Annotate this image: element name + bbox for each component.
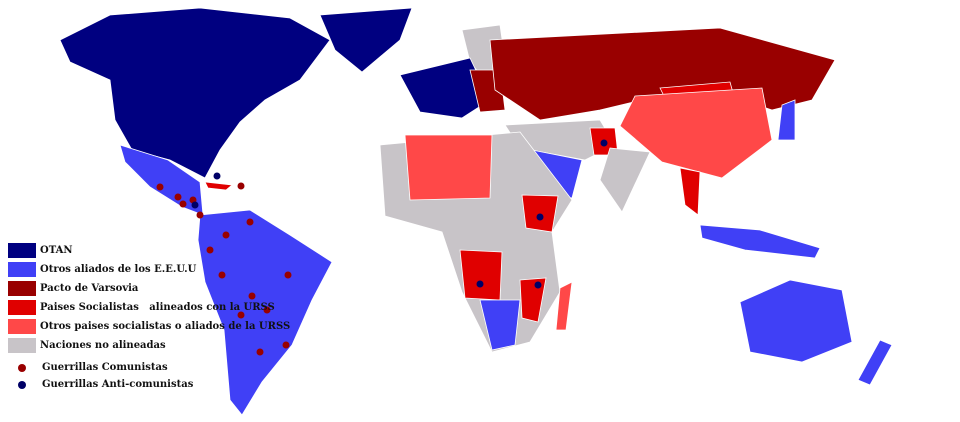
communist-guerrilla-marker [218, 271, 226, 279]
anticommunist-guerrilla-marker [600, 139, 608, 147]
region-cuba [204, 181, 233, 191]
region-greenland [319, 7, 413, 73]
anticommunist-guerrilla-marker [213, 172, 221, 180]
legend-label: Guerrillas Anti-comunistas [42, 379, 194, 390]
legend-label: Otros aliados de los E.E.U.U [40, 264, 197, 275]
anticommunist-guerrilla-marker [534, 281, 542, 289]
legend-marker-anticommunist: Guerrillas Anti-comunistas [8, 376, 290, 393]
communist-guerrilla-marker [222, 231, 230, 239]
anticommunist-guerrilla-marker [536, 213, 544, 221]
region-india [599, 147, 651, 213]
communist-guerrilla-marker [246, 218, 254, 226]
region-indochina [679, 167, 701, 216]
region-new-zealand [857, 339, 893, 386]
communist-guerrilla-marker [237, 182, 245, 190]
legend: OTAN Otros aliados de los E.E.U.U Pacto … [8, 241, 290, 393]
communist-guerrilla-marker [282, 341, 290, 349]
legend-swatch [8, 319, 36, 334]
legend-item-warsaw-pact: Pacto de Varsovia [8, 279, 290, 298]
communist-guerrilla-marker [256, 348, 264, 356]
communist-guerrilla-marker [174, 193, 182, 201]
region-western-europe [399, 57, 491, 119]
region-indonesia [699, 224, 821, 259]
legend-item-otan: OTAN [8, 241, 290, 260]
region-japan [777, 99, 796, 141]
anticommunist-guerrilla-marker [476, 280, 484, 288]
communist-guerrilla-marker [156, 183, 164, 191]
region-north-africa-left [404, 134, 493, 201]
legend-label: Otros paises socialistas o aliados de la… [40, 321, 291, 332]
region-angola [459, 249, 503, 301]
legend-swatch [8, 281, 36, 296]
legend-label: Pacto de Varsovia [40, 283, 139, 294]
region-southern-africa [479, 299, 521, 351]
communist-guerrilla-marker [284, 271, 292, 279]
legend-swatch [8, 243, 36, 258]
legend-marker-communist: Guerrillas Comunistas [8, 359, 290, 376]
legend-label: Naciones no alineadas [40, 340, 166, 351]
anticommunist-guerrilla-marker [191, 201, 199, 209]
region-china [619, 87, 773, 179]
legend-swatch [8, 300, 36, 315]
legend-label: Paises Socialistas alineados con la URSS [40, 302, 275, 313]
legend-item-non-aligned: Naciones no alineadas [8, 336, 290, 355]
communist-guerrilla-marker [248, 292, 256, 300]
legend-swatch [8, 262, 36, 277]
communist-guerrilla-marker [237, 311, 245, 319]
communist-guerrilla-marker [179, 200, 187, 208]
region-australia [739, 279, 853, 363]
blue-dot-icon [18, 380, 26, 389]
legend-item-socialist-aligned: Paises Socialistas alineados con la URSS [8, 298, 290, 317]
legend-swatch [8, 338, 36, 353]
region-central-america [119, 144, 204, 216]
red-dot-icon [18, 363, 26, 372]
communist-guerrilla-marker [263, 306, 271, 314]
legend-label: OTAN [40, 245, 73, 256]
region-mozambique [519, 277, 547, 323]
legend-item-other-socialist: Otros paises socialistas o aliados de la… [8, 317, 290, 336]
communist-guerrilla-marker [206, 246, 214, 254]
legend-label: Guerrillas Comunistas [42, 362, 168, 373]
region-north-america [59, 7, 331, 179]
region-madagascar [555, 281, 573, 331]
communist-guerrilla-marker [196, 211, 204, 219]
legend-item-us-allies: Otros aliados de los E.E.U.U [8, 260, 290, 279]
